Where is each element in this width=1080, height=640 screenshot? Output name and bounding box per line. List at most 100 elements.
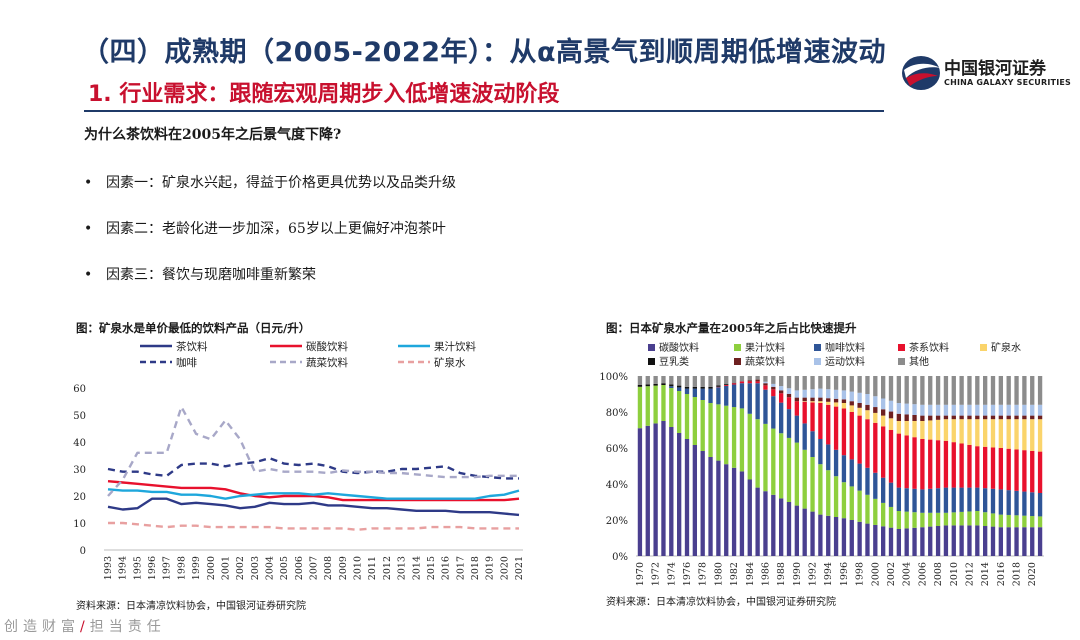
bar-segment-5 bbox=[1030, 419, 1035, 451]
bar-segment-5 bbox=[841, 403, 847, 409]
bar-segment-4 bbox=[747, 381, 752, 384]
x-tick-label: 1994 bbox=[118, 556, 129, 580]
bar-2014 bbox=[983, 376, 988, 556]
bar-segment-3 bbox=[959, 487, 964, 512]
x-tick-label: 1990 bbox=[792, 562, 803, 586]
bar-segment-4 bbox=[865, 419, 870, 468]
series-line-2 bbox=[107, 480, 520, 502]
y-tick-label: 0 bbox=[80, 546, 86, 557]
bar-segment-2 bbox=[708, 403, 713, 457]
bar-segment-3 bbox=[881, 477, 886, 503]
y-tick-label: 80% bbox=[606, 408, 628, 419]
bar-segment-8 bbox=[786, 388, 792, 394]
bar-segment-5 bbox=[920, 421, 925, 439]
bar-segment-4 bbox=[1006, 448, 1011, 491]
bar-segment-1 bbox=[716, 460, 721, 556]
bar-segment-3 bbox=[951, 487, 956, 513]
bar-segment-4 bbox=[920, 439, 925, 490]
bar-segment-5 bbox=[802, 401, 807, 402]
bar-1972 bbox=[653, 376, 658, 556]
bar-segment-4 bbox=[975, 446, 980, 488]
bar-segment-7 bbox=[928, 415, 933, 421]
bar-segment-3 bbox=[849, 459, 854, 487]
bar-segment-9 bbox=[700, 376, 705, 387]
bar-segment-4 bbox=[818, 403, 823, 439]
bar-2021 bbox=[1037, 376, 1043, 556]
bar-segment-9 bbox=[849, 376, 854, 392]
bar-2019 bbox=[1022, 376, 1027, 556]
x-tick-label: 2014 bbox=[980, 562, 991, 586]
bar-segment-5 bbox=[983, 419, 988, 447]
x-tick-label: 1980 bbox=[713, 562, 724, 586]
bar-segment-9 bbox=[865, 376, 870, 394]
x-tick-label: 2010 bbox=[949, 562, 960, 586]
bar-segment-2 bbox=[677, 391, 682, 433]
bar-2020 bbox=[1030, 376, 1035, 556]
footer-left-text: 创造财富 bbox=[4, 619, 80, 635]
bar-segment-5 bbox=[849, 405, 854, 412]
bar-segment-2 bbox=[1030, 516, 1035, 528]
bar-segment-1 bbox=[692, 445, 698, 556]
company-logo: 中国银河证券 CHINA GALAXY SECURITIES bbox=[900, 48, 1071, 98]
bar-segment-4 bbox=[763, 385, 768, 390]
x-tick-label: 1970 bbox=[635, 562, 646, 586]
bar-segment-3 bbox=[873, 472, 878, 499]
bar-segment-1 bbox=[739, 471, 745, 556]
bar-segment-7 bbox=[857, 403, 862, 408]
x-tick-label: 2005 bbox=[279, 556, 290, 580]
page-title: （四）成熟期（2005-2022年）：从α高景气到顺周期低增速波动 bbox=[82, 37, 887, 68]
bar-segment-2 bbox=[865, 494, 870, 524]
bar-segment-4 bbox=[833, 406, 839, 450]
bar-segment-7 bbox=[959, 415, 964, 420]
y-tick-label: 100% bbox=[599, 372, 628, 383]
bar-segment-7 bbox=[1037, 415, 1043, 420]
bar-segment-7 bbox=[967, 415, 972, 420]
bar-segment-9 bbox=[1022, 376, 1027, 405]
bar-segment-9 bbox=[645, 376, 650, 385]
question-heading: 为什么茶饮料在2005年之后景气度下降? bbox=[84, 127, 342, 143]
bar-segment-8 bbox=[943, 404, 949, 416]
legend-swatch bbox=[980, 344, 987, 351]
legend-swatch bbox=[734, 358, 741, 365]
bar-segment-8 bbox=[967, 404, 972, 416]
x-tick-label: 2003 bbox=[250, 556, 261, 580]
bar-segment-1 bbox=[998, 527, 1004, 556]
bar-segment-3 bbox=[928, 488, 933, 513]
factor-bullet-1: • 因素一：矿泉水兴起，得益于价格更具优势以及品类升级 bbox=[84, 172, 456, 192]
bar-segment-3 bbox=[967, 487, 972, 512]
bar-segment-5 bbox=[865, 410, 870, 420]
bar-segment-8 bbox=[951, 404, 956, 416]
bar-segment-9 bbox=[779, 376, 784, 387]
bar-segment-6 bbox=[645, 384, 650, 387]
bar-segment-7 bbox=[841, 399, 847, 403]
bar-segment-6 bbox=[716, 385, 721, 387]
bar-1971 bbox=[645, 376, 650, 556]
legend-item-6: 矿泉水 bbox=[398, 356, 466, 369]
bar-segment-2 bbox=[645, 386, 650, 426]
bar-segment-9 bbox=[771, 376, 776, 384]
bar-2007 bbox=[928, 376, 933, 556]
bar-segment-4 bbox=[841, 408, 847, 456]
bar-segment-2 bbox=[943, 512, 949, 526]
bar-segment-2 bbox=[912, 512, 917, 528]
bar-segment-1 bbox=[888, 527, 894, 556]
x-tick-label: 2014 bbox=[411, 556, 422, 580]
bar-segment-8 bbox=[779, 386, 784, 391]
bar-segment-7 bbox=[904, 414, 909, 421]
bar-segment-9 bbox=[841, 376, 847, 391]
bar-2017 bbox=[1006, 376, 1011, 556]
series-line-1 bbox=[107, 497, 520, 517]
bar-segment-3 bbox=[794, 415, 800, 443]
bar-segment-1 bbox=[810, 511, 815, 556]
bar-1976 bbox=[684, 376, 690, 556]
bar-segment-9 bbox=[653, 376, 658, 384]
right-chart-source: 资料来源：日本清凉饮料协会，中国银河证券研究院 bbox=[606, 597, 836, 608]
factor-text-3: 因素三：餐饮与现磨咖啡重新繁荣 bbox=[106, 267, 316, 283]
bar-segment-8 bbox=[841, 390, 847, 400]
bar-1982 bbox=[731, 376, 737, 556]
bar-segment-1 bbox=[794, 505, 800, 556]
bar-segment-6 bbox=[669, 384, 674, 387]
x-tick-label: 2004 bbox=[902, 562, 913, 586]
bar-segment-9 bbox=[1037, 376, 1043, 405]
bar-segment-1 bbox=[873, 524, 878, 556]
